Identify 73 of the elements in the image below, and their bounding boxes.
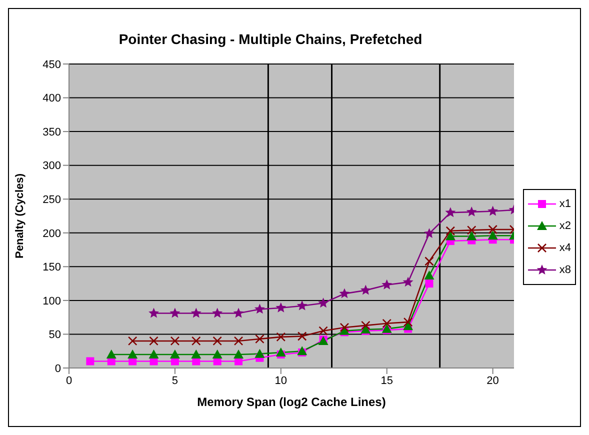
- point: [424, 270, 434, 280]
- y-tick-label: 450: [42, 58, 61, 71]
- x-tick-label: 15: [380, 374, 393, 387]
- point: [233, 308, 244, 318]
- point: [488, 206, 498, 216]
- point: [297, 332, 307, 341]
- y-tick-label: 50: [48, 329, 61, 342]
- point: [128, 349, 138, 358]
- point: [425, 280, 434, 288]
- point: [148, 308, 159, 318]
- y-tick-label: 100: [42, 295, 61, 308]
- legend-label: x4: [559, 242, 571, 254]
- point: [276, 302, 286, 312]
- point: [170, 308, 180, 318]
- point: [488, 224, 498, 234]
- point: [254, 304, 265, 314]
- point: [212, 336, 222, 346]
- y-axis-title: Penalty (Cycles): [14, 173, 26, 258]
- point: [234, 336, 244, 346]
- point: [382, 318, 392, 328]
- point: [318, 326, 328, 336]
- point: [128, 336, 138, 346]
- legend-label: x8: [559, 264, 571, 276]
- point: [86, 357, 94, 366]
- point: [276, 332, 286, 342]
- y-tick-label: 0: [54, 362, 61, 375]
- legend-label: x1: [559, 198, 571, 210]
- point: [382, 324, 392, 333]
- point: [276, 347, 286, 356]
- y-tick-label: 400: [42, 92, 61, 105]
- point: [446, 226, 456, 236]
- y-tick-label: 150: [42, 262, 61, 274]
- point: [191, 336, 201, 346]
- point: [255, 334, 264, 344]
- point: [424, 228, 434, 238]
- y-tick-label: 350: [42, 126, 61, 138]
- point: [382, 279, 392, 290]
- point: [445, 207, 456, 218]
- y-tick-label: 300: [42, 160, 61, 172]
- point: [106, 349, 116, 358]
- point: [191, 349, 202, 358]
- point: [466, 226, 476, 235]
- point: [339, 288, 350, 298]
- point: [170, 336, 180, 346]
- point: [488, 230, 498, 240]
- point: [402, 276, 414, 287]
- point: [466, 231, 477, 240]
- point: [149, 336, 158, 346]
- point: [361, 320, 370, 330]
- point: [340, 322, 350, 332]
- x-tick-label: 5: [172, 374, 178, 387]
- point: [466, 206, 477, 216]
- point: [190, 308, 202, 318]
- point: [318, 298, 329, 308]
- point: [360, 284, 371, 295]
- x-tick-label: 10: [274, 374, 288, 387]
- x-tick-label: 20: [486, 374, 499, 387]
- x-axis-title: Memory Span (log2 Cache Lines): [197, 395, 386, 409]
- point: [403, 317, 413, 327]
- point: [170, 349, 180, 358]
- point: [212, 349, 222, 358]
- point: [445, 231, 456, 240]
- y-tick-label: 250: [42, 194, 61, 206]
- y-tick-label: 200: [42, 228, 61, 240]
- point: [148, 349, 159, 358]
- point: [424, 256, 434, 266]
- point: [254, 348, 265, 358]
- point: [234, 349, 244, 358]
- chart-title: Pointer Chasing - Multiple Chains, Prefetched: [118, 31, 424, 47]
- point: [296, 300, 308, 310]
- x-tick-label: 0: [66, 374, 72, 387]
- legend-label: x2: [559, 220, 571, 232]
- point: [212, 308, 223, 318]
